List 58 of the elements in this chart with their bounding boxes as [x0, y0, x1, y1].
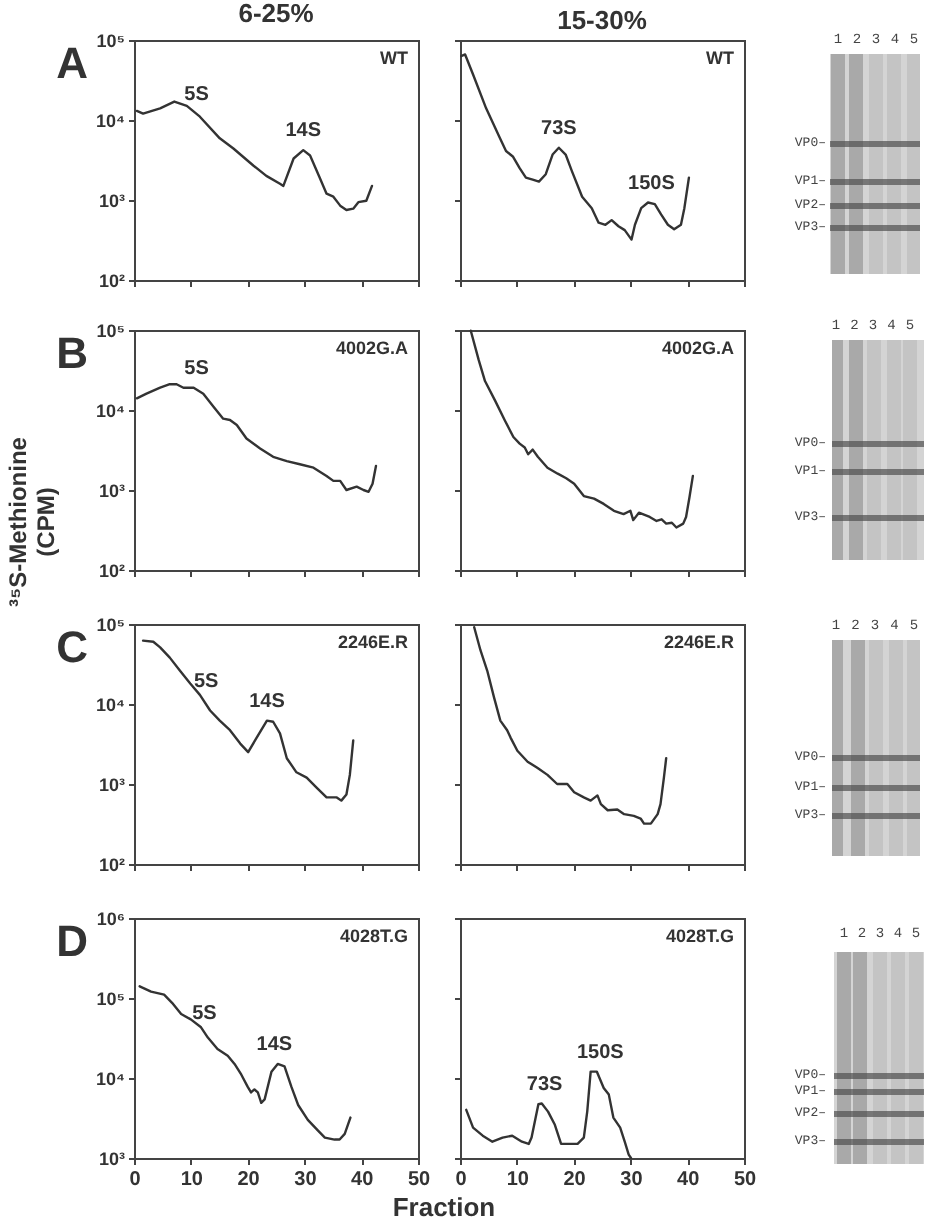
- annotation: 5S: [184, 83, 210, 106]
- line-series: [135, 100, 374, 212]
- annotation: WT: [706, 48, 735, 68]
- y-tick-label: 10⁴: [96, 1069, 125, 1089]
- annotation: 73S: [541, 117, 578, 140]
- x-tick-label: 30: [620, 1169, 644, 1191]
- text: D: [56, 916, 88, 966]
- x-tick-label: 20: [563, 1169, 587, 1191]
- annotation: 14S: [256, 1033, 293, 1056]
- annotation: 4028T.G: [339, 926, 408, 946]
- x-tick-label: 30: [294, 1169, 318, 1191]
- annotation: 5S: [192, 1003, 218, 1026]
- y-tick-label: 10³: [98, 191, 125, 211]
- x-tick-label: 0: [129, 1169, 142, 1191]
- y-tick-label: 10²: [98, 561, 125, 581]
- x-tick-label: 50: [733, 1169, 757, 1191]
- chart-title: 15-30%: [557, 5, 648, 35]
- x-tick-label: 20: [237, 1169, 261, 1191]
- y-tick-label: 10⁵: [96, 989, 125, 1009]
- line-series: [138, 985, 352, 1141]
- y-tick-label: 10³: [98, 775, 125, 795]
- y-tick-label: 10³: [98, 481, 125, 501]
- annotation: 150S: [576, 1041, 625, 1064]
- y-tick-label: 10⁵: [96, 615, 125, 635]
- annotation: 5S: [193, 670, 220, 693]
- y-axis-title: ³⁵S-Methionine (CPM): [4, 435, 60, 611]
- y-tick-label: 10⁵: [96, 321, 125, 341]
- y-tick-label: 10²: [98, 855, 125, 875]
- annotation: 2246E.R: [663, 632, 735, 652]
- annotation: 5S: [184, 357, 210, 380]
- text: C: [56, 622, 89, 672]
- y-tick-label: 10²: [98, 271, 125, 291]
- x-tick-label: 50: [407, 1169, 431, 1191]
- y-tick-label: 10⁶: [96, 909, 125, 929]
- annotation: 150S: [628, 172, 676, 195]
- annotation: 4002G.A: [335, 338, 409, 358]
- y-tick-label: 10⁵: [96, 31, 125, 51]
- text: B: [56, 328, 88, 378]
- x-tick-label: 40: [351, 1169, 375, 1191]
- y-tick-label: 10⁴: [96, 111, 125, 131]
- line-series: [135, 383, 378, 493]
- chart-title: 6-25%: [238, 0, 315, 28]
- annotation: 4002G.A: [661, 338, 735, 358]
- x-axis-title: Fraction: [390, 1192, 498, 1222]
- annotation: 14S: [285, 120, 322, 143]
- y-tick-label: 10⁴: [96, 695, 125, 715]
- y-tick-label: 10³: [98, 1149, 125, 1169]
- annotation: 4028T.G: [665, 926, 734, 946]
- annotation: 14S: [249, 690, 286, 713]
- annotation: 2246E.R: [337, 632, 409, 652]
- x-tick-label: 0: [455, 1169, 468, 1191]
- annotation: 73S: [526, 1073, 564, 1096]
- x-tick-label: 10: [180, 1169, 204, 1191]
- annotation: WT: [380, 48, 409, 68]
- y-tick-label: 10⁴: [96, 401, 125, 421]
- x-tick-label: 40: [677, 1169, 701, 1191]
- x-tick-label: 10: [506, 1169, 530, 1191]
- text: A: [56, 38, 89, 88]
